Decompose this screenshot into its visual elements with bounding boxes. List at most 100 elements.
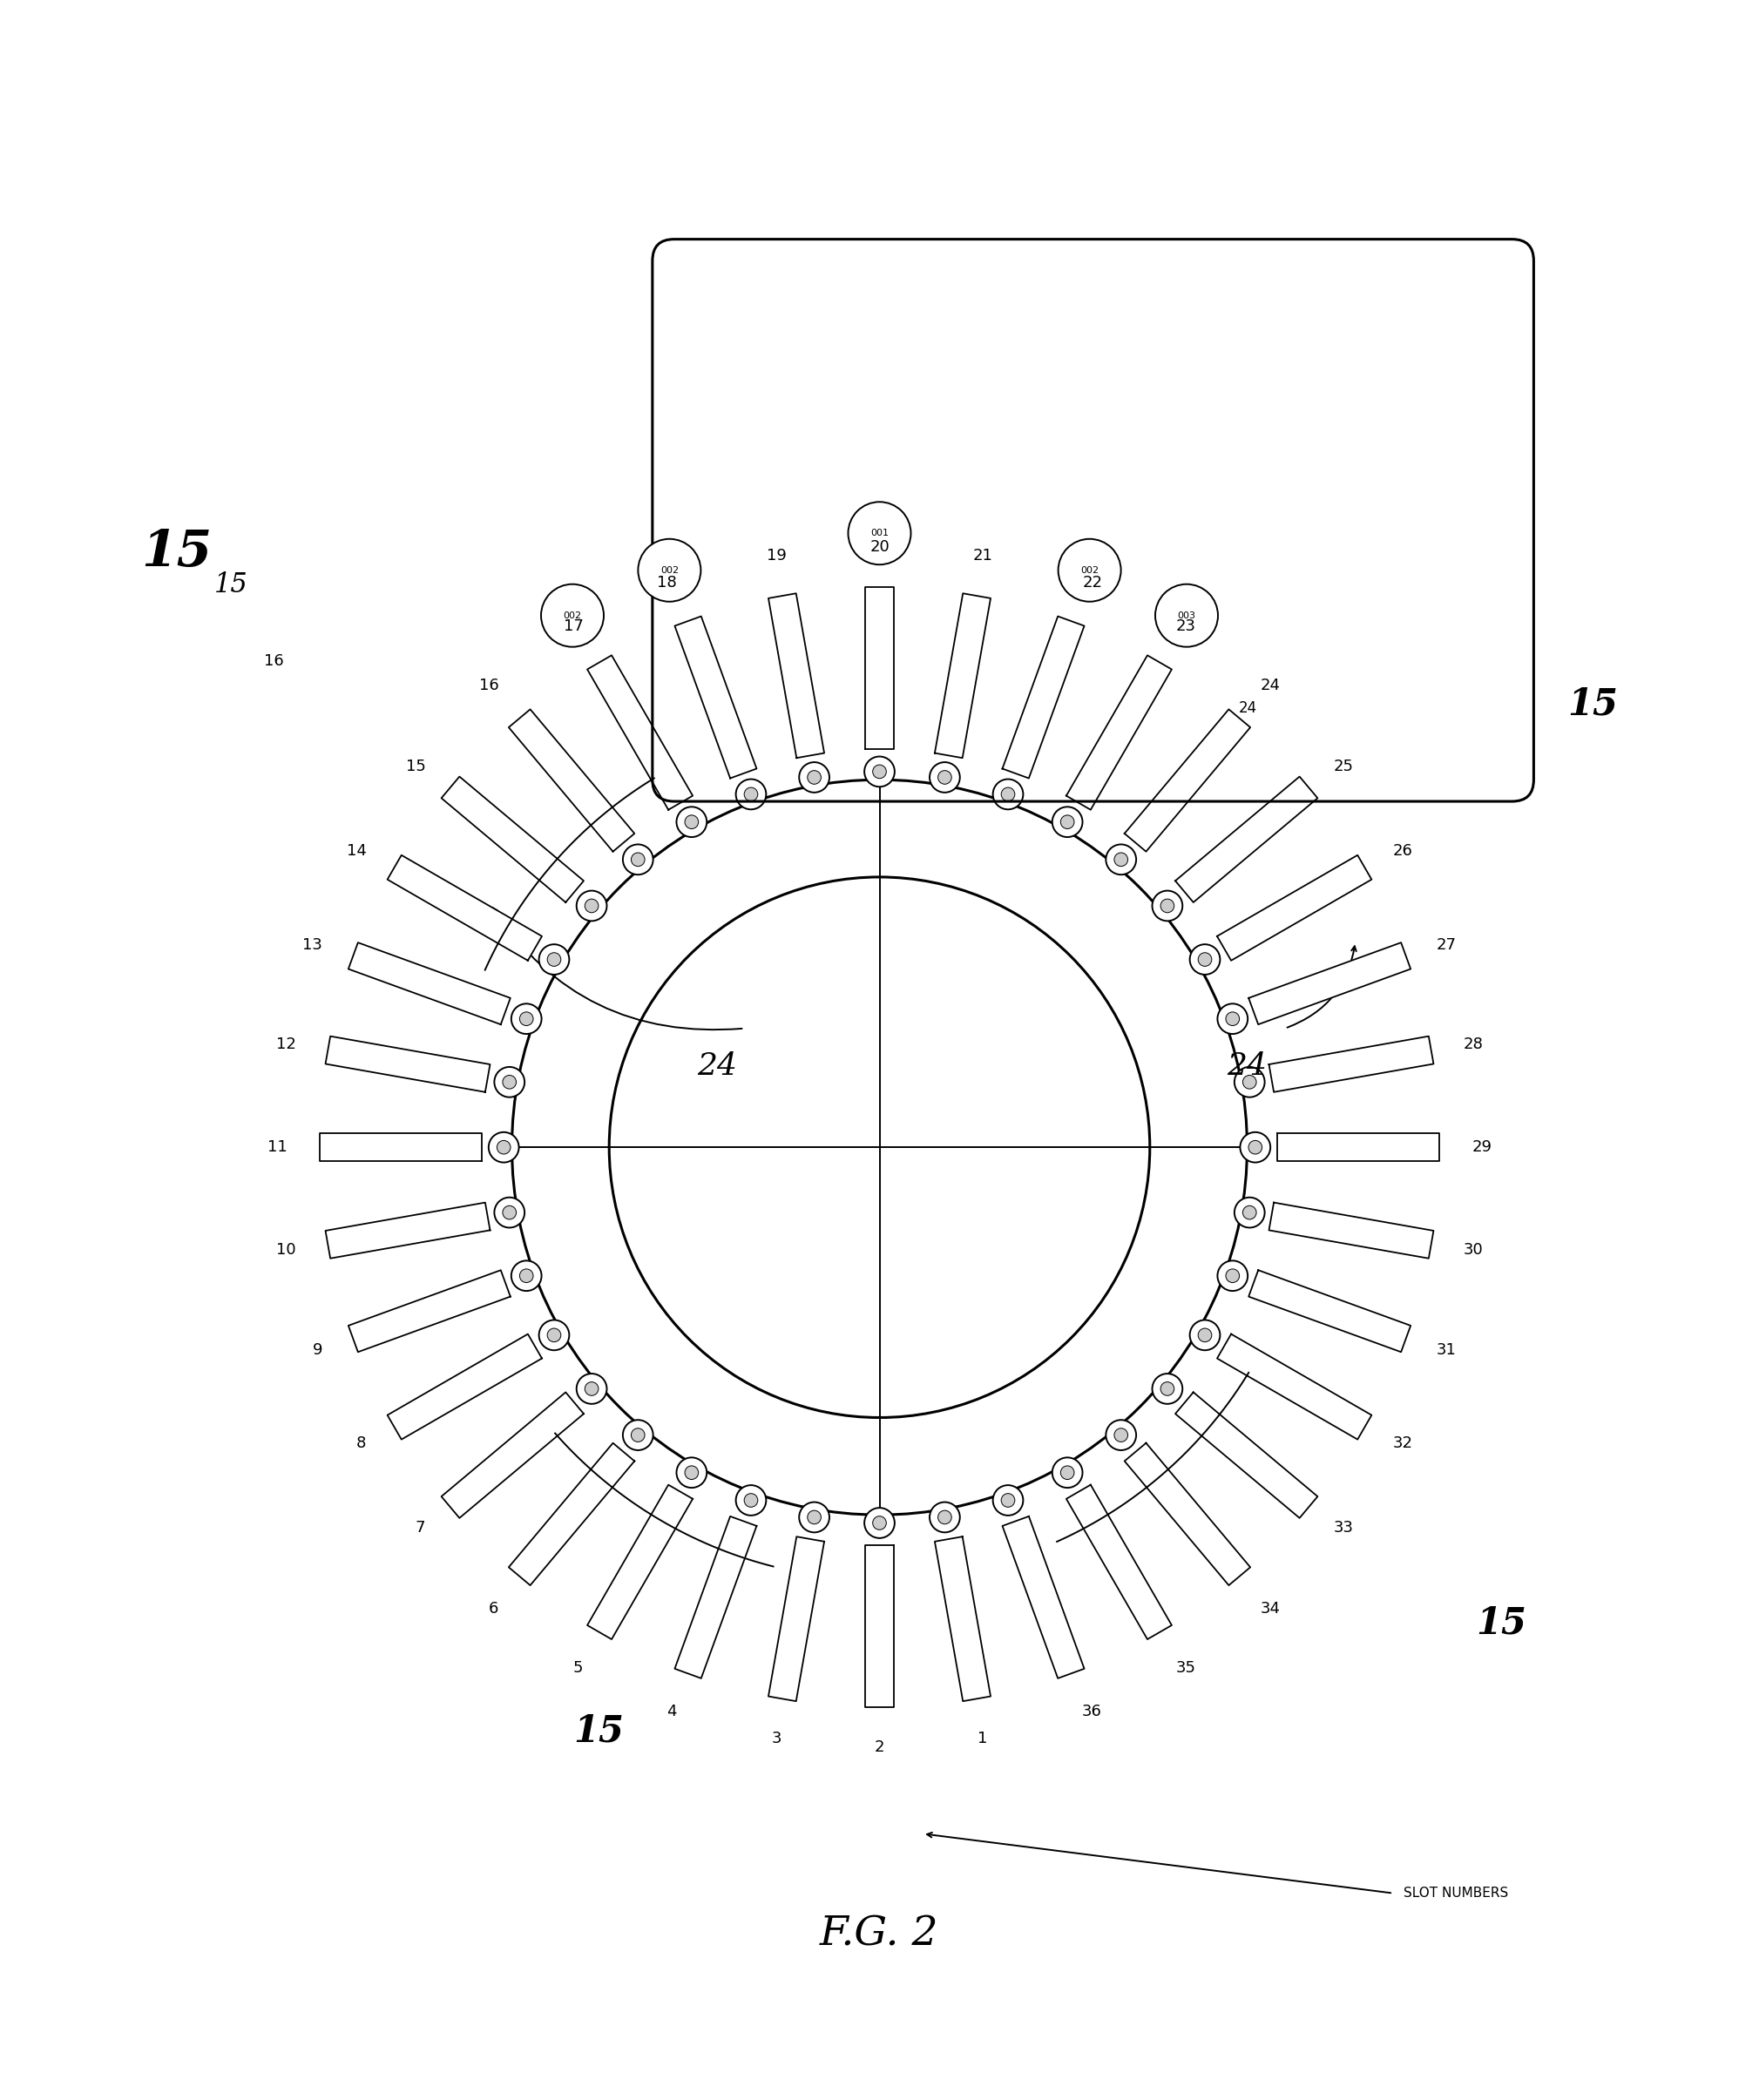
- Circle shape: [1106, 844, 1136, 876]
- Polygon shape: [348, 943, 510, 1025]
- Circle shape: [938, 1510, 952, 1525]
- Text: 34: 34: [1261, 1600, 1281, 1617]
- Text: 5: 5: [573, 1661, 584, 1676]
- Text: 10: 10: [276, 1243, 296, 1258]
- Circle shape: [512, 1260, 542, 1292]
- Circle shape: [547, 1329, 561, 1342]
- Circle shape: [1052, 806, 1082, 838]
- Polygon shape: [1268, 1203, 1434, 1258]
- Circle shape: [799, 1502, 830, 1533]
- Polygon shape: [1277, 1134, 1439, 1161]
- Polygon shape: [1175, 777, 1317, 903]
- Circle shape: [1235, 1197, 1265, 1228]
- Circle shape: [631, 853, 646, 867]
- Text: 24: 24: [1261, 678, 1281, 693]
- Circle shape: [1113, 853, 1128, 867]
- Circle shape: [872, 1516, 887, 1529]
- Text: 16: 16: [478, 678, 498, 693]
- Polygon shape: [865, 588, 894, 750]
- Text: 35: 35: [1175, 1661, 1196, 1676]
- Circle shape: [538, 1321, 570, 1350]
- Text: 002: 002: [660, 565, 679, 575]
- Text: 31: 31: [1437, 1342, 1456, 1359]
- Text: 36: 36: [1082, 1703, 1103, 1720]
- Text: 29: 29: [1472, 1140, 1492, 1155]
- Circle shape: [684, 1466, 698, 1478]
- Polygon shape: [1003, 1516, 1084, 1678]
- Circle shape: [807, 1510, 821, 1525]
- Polygon shape: [1249, 943, 1411, 1025]
- Circle shape: [489, 1132, 519, 1163]
- Circle shape: [1106, 1420, 1136, 1451]
- Circle shape: [864, 756, 895, 788]
- Text: 15: 15: [573, 1714, 624, 1749]
- Circle shape: [1152, 890, 1182, 922]
- Circle shape: [864, 1508, 895, 1537]
- Text: 15: 15: [406, 758, 426, 775]
- Circle shape: [735, 779, 767, 808]
- Polygon shape: [508, 1443, 635, 1586]
- Text: 15: 15: [141, 527, 213, 578]
- Circle shape: [503, 1205, 515, 1220]
- Polygon shape: [934, 594, 990, 758]
- Circle shape: [1001, 788, 1015, 800]
- Polygon shape: [934, 1537, 990, 1701]
- Polygon shape: [387, 855, 542, 960]
- Polygon shape: [1268, 1035, 1434, 1092]
- Text: 8: 8: [357, 1436, 366, 1451]
- Circle shape: [677, 1457, 707, 1487]
- Polygon shape: [1175, 1392, 1317, 1518]
- Text: 3: 3: [772, 1730, 781, 1747]
- Text: 32: 32: [1393, 1436, 1412, 1451]
- Text: 27: 27: [1437, 937, 1456, 953]
- Polygon shape: [325, 1203, 491, 1258]
- Polygon shape: [1217, 1334, 1372, 1439]
- Text: 2: 2: [874, 1739, 885, 1756]
- Circle shape: [639, 540, 700, 601]
- Circle shape: [577, 1373, 607, 1405]
- Circle shape: [1061, 815, 1075, 830]
- Polygon shape: [865, 1546, 894, 1707]
- Circle shape: [1161, 899, 1175, 913]
- Circle shape: [1161, 1382, 1175, 1396]
- Circle shape: [1189, 945, 1221, 974]
- Circle shape: [1059, 540, 1120, 601]
- Polygon shape: [675, 615, 756, 779]
- Text: 9: 9: [313, 1342, 322, 1359]
- Circle shape: [542, 584, 603, 647]
- Circle shape: [1217, 1004, 1247, 1033]
- Polygon shape: [675, 1516, 756, 1678]
- Circle shape: [494, 1197, 524, 1228]
- Text: 23: 23: [1175, 620, 1196, 634]
- Polygon shape: [320, 1134, 482, 1161]
- Circle shape: [992, 1485, 1024, 1516]
- Circle shape: [1198, 1329, 1212, 1342]
- Text: 19: 19: [767, 548, 786, 565]
- Text: 002: 002: [1080, 565, 1099, 575]
- Circle shape: [1061, 1466, 1075, 1478]
- Polygon shape: [508, 710, 635, 853]
- Text: SLOT NUMBERS: SLOT NUMBERS: [1404, 1886, 1509, 1900]
- Text: 16: 16: [264, 653, 283, 668]
- Circle shape: [1001, 1493, 1015, 1508]
- Text: 7: 7: [415, 1520, 426, 1535]
- Polygon shape: [1124, 1443, 1251, 1586]
- Circle shape: [631, 1428, 646, 1443]
- Circle shape: [1152, 1373, 1182, 1405]
- Text: 12: 12: [276, 1037, 296, 1052]
- Polygon shape: [1003, 615, 1084, 779]
- Text: 17: 17: [563, 620, 584, 634]
- Circle shape: [1113, 1428, 1128, 1443]
- Polygon shape: [1217, 855, 1372, 960]
- Text: 11: 11: [267, 1140, 287, 1155]
- Circle shape: [519, 1268, 533, 1283]
- Circle shape: [498, 1140, 510, 1155]
- Circle shape: [929, 1502, 960, 1533]
- Circle shape: [848, 502, 911, 565]
- Circle shape: [1198, 953, 1212, 966]
- Text: 15: 15: [215, 571, 248, 598]
- Circle shape: [1249, 1140, 1261, 1155]
- Circle shape: [929, 762, 960, 792]
- Polygon shape: [348, 1270, 510, 1352]
- Circle shape: [519, 1012, 533, 1025]
